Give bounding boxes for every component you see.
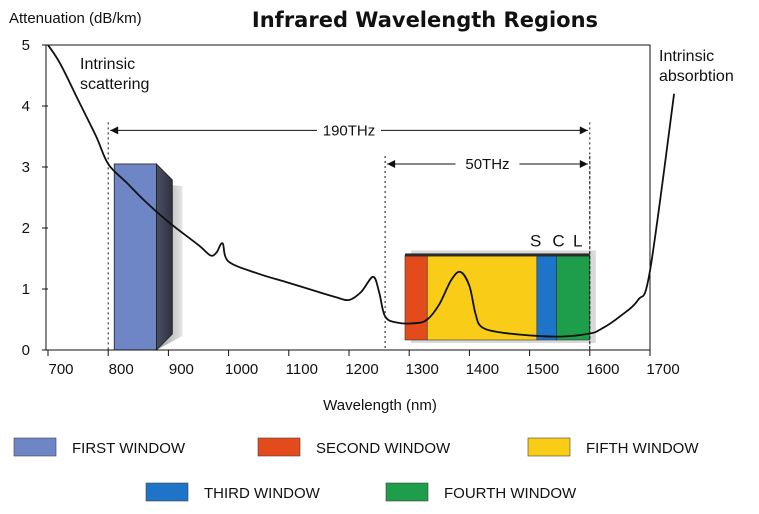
x-tick-label: 1500	[526, 361, 559, 378]
band-arrowhead-left	[387, 159, 396, 168]
annotation-text: Intrinsic	[80, 56, 135, 73]
frequency-bands: 190THz 50THz	[107, 122, 591, 350]
y-tick-label: 2	[22, 220, 30, 237]
legend-swatch	[257, 437, 301, 457]
fourth-window-bar	[556, 255, 591, 341]
attenuation-curve	[47, 44, 675, 338]
legend-label: FOURTH WINDOW	[444, 485, 577, 502]
band-letter: S	[530, 231, 541, 250]
band-letter: C	[552, 231, 564, 250]
first-window-side	[155, 162, 173, 351]
x-tick-label: 1600	[586, 361, 619, 378]
band-arrowhead-left	[110, 126, 119, 135]
first-window-bar	[113, 163, 157, 351]
y-tick-label: 3	[22, 159, 30, 176]
x-tick-label: 900	[169, 361, 194, 378]
band-letter: L	[573, 231, 582, 250]
x-tick-label: 1100	[286, 361, 318, 378]
band-label: 50THz	[465, 156, 509, 173]
y-tick-label: 5	[22, 37, 30, 54]
legend-swatch	[145, 482, 189, 502]
window-group-top-edge	[404, 253, 590, 257]
y-tick-label: 0	[22, 342, 30, 359]
band-arrowhead-right	[579, 126, 588, 135]
x-tick-label: 800	[109, 361, 134, 378]
annotation-text: Intrinsic	[659, 48, 714, 65]
third-window-bar	[536, 255, 557, 341]
x-tick-label: 1000	[225, 361, 258, 378]
legend: FIRST WINDOW SECOND WINDOW FIFTH WINDOW THI…	[13, 437, 699, 502]
annotation-text: scattering	[80, 76, 149, 93]
x-tick-label: 1200	[345, 361, 378, 378]
x-tick-label: 1300	[406, 361, 439, 378]
legend-swatch	[13, 437, 57, 457]
legend-label: FIFTH WINDOW	[586, 440, 699, 457]
annotations: Intrinsic scattering Intrinsic absorbtion	[80, 48, 734, 93]
x-tick-label: 1700	[646, 361, 679, 378]
x-axis-label: Wavelength (nm)	[323, 397, 437, 414]
x-tick-label: 700	[48, 361, 73, 378]
second-window-bar	[404, 255, 428, 341]
x-tick-label: 1400	[466, 361, 499, 378]
axis-ticks: 700 800 900 1000 1100 1200 1300 1400 1500 1600 170…	[22, 37, 680, 378]
legend-label: THIRD WINDOW	[204, 485, 321, 502]
windows-layer	[113, 162, 596, 351]
band-arrowhead-right	[579, 159, 588, 168]
plot-frame	[45, 44, 651, 351]
legend-label: SECOND WINDOW	[316, 440, 451, 457]
legend-label: FIRST WINDOW	[72, 440, 186, 457]
legend-swatch	[527, 437, 571, 457]
annotation-text: absorbtion	[659, 68, 734, 85]
y-tick-label: 4	[22, 98, 30, 115]
band-label: 190THz	[323, 122, 376, 139]
chart-title: Infrared Wavelength Regions	[252, 8, 598, 32]
y-tick-label: 1	[22, 281, 30, 298]
legend-swatch	[385, 482, 429, 502]
y-axis-label: Attenuation (dB/km)	[9, 10, 142, 27]
